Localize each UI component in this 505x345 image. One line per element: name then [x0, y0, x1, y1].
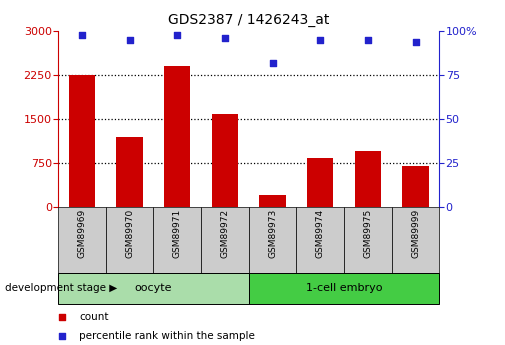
- Point: [58, 315, 66, 320]
- Point: [221, 35, 229, 41]
- Point: [316, 37, 324, 43]
- Bar: [402, 166, 429, 207]
- Text: percentile rank within the sample: percentile rank within the sample: [79, 332, 255, 341]
- Text: GSM89973: GSM89973: [268, 209, 277, 258]
- Text: 1-cell embryo: 1-cell embryo: [306, 283, 382, 293]
- Bar: [58, 207, 106, 273]
- Bar: [212, 114, 238, 207]
- Text: development stage ▶: development stage ▶: [5, 283, 117, 293]
- Bar: [69, 75, 95, 207]
- Text: GSM89971: GSM89971: [173, 209, 182, 258]
- Text: count: count: [79, 313, 109, 322]
- Text: GSM89970: GSM89970: [125, 209, 134, 258]
- Point: [269, 60, 277, 66]
- Point: [78, 32, 86, 37]
- Text: GSM89974: GSM89974: [316, 209, 325, 258]
- Bar: [117, 137, 143, 207]
- Text: GSM89972: GSM89972: [220, 209, 229, 258]
- Point: [412, 39, 420, 45]
- Bar: [58, 273, 249, 304]
- Text: oocyte: oocyte: [135, 283, 172, 293]
- Point: [173, 32, 181, 37]
- Bar: [307, 158, 333, 207]
- Bar: [154, 207, 201, 273]
- Point: [126, 37, 134, 43]
- Bar: [164, 66, 190, 207]
- Bar: [106, 207, 154, 273]
- Bar: [260, 195, 286, 207]
- Text: GSM89999: GSM89999: [411, 209, 420, 258]
- Bar: [201, 207, 249, 273]
- Point: [58, 334, 66, 339]
- Bar: [392, 207, 439, 273]
- Text: GSM89969: GSM89969: [77, 209, 86, 258]
- Bar: [344, 207, 392, 273]
- Bar: [296, 207, 344, 273]
- Bar: [249, 273, 439, 304]
- Text: GSM89975: GSM89975: [364, 209, 372, 258]
- Point: [364, 37, 372, 43]
- Bar: [355, 151, 381, 207]
- Title: GDS2387 / 1426243_at: GDS2387 / 1426243_at: [168, 13, 329, 27]
- Bar: [249, 207, 296, 273]
